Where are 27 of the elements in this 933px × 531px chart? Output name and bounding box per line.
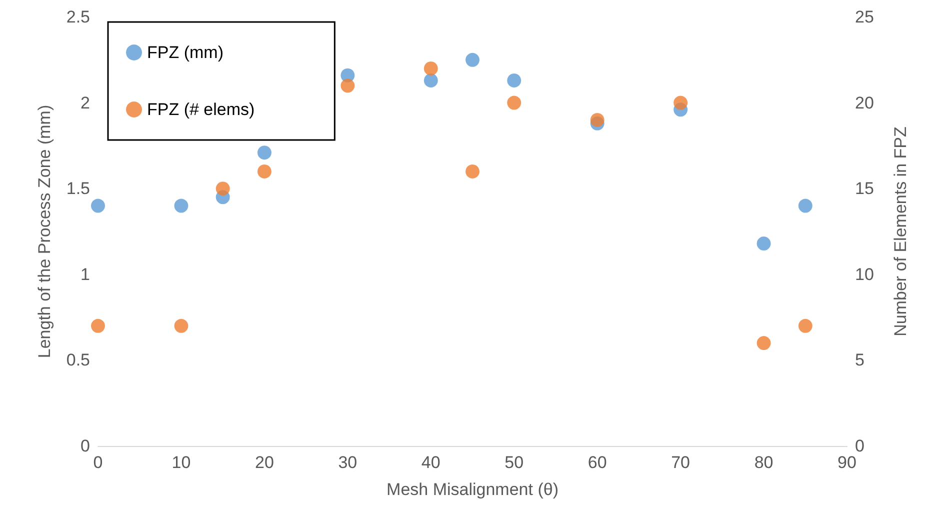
- x-tick-label: 70: [671, 453, 690, 472]
- y2-tick-label: 5: [855, 350, 864, 370]
- y-tick-label: 2.5: [66, 8, 90, 26]
- y2-tick-label: 0: [855, 436, 864, 456]
- y2-tick-label: 15: [855, 179, 874, 198]
- y2-tick-label: 10: [855, 264, 874, 284]
- x-tick-label: 80: [754, 453, 774, 472]
- x-tick-label: 30: [338, 453, 358, 472]
- y2-tick-label: 25: [855, 8, 874, 26]
- y-tick-label: 0.5: [66, 350, 90, 370]
- y2-tick-label: 20: [855, 93, 874, 112]
- y-tick-label: 2: [80, 93, 90, 112]
- x-tick-label: 0: [93, 453, 103, 472]
- x-tick-label: 50: [504, 453, 524, 472]
- x-axis-title: Mesh Misalignment (θ): [386, 480, 558, 499]
- x-tick-label: 90: [838, 453, 856, 472]
- x-tick-label: 40: [421, 453, 440, 472]
- x-tick-label: 20: [254, 453, 274, 472]
- x-tick-label: 60: [588, 453, 607, 472]
- legend-label: FPZ (# elems): [147, 100, 255, 119]
- y-tick-label: 1: [80, 264, 90, 284]
- y-tick-label: 0: [80, 436, 90, 456]
- y2-axis-title: Number of Elements in FPZ: [891, 126, 910, 336]
- legend-label: FPZ (mm): [147, 43, 224, 62]
- x-tick-label: 10: [172, 453, 191, 472]
- y-tick-label: 1.5: [66, 179, 90, 198]
- y-axis-title: Length of the Process Zone (mm): [35, 104, 54, 358]
